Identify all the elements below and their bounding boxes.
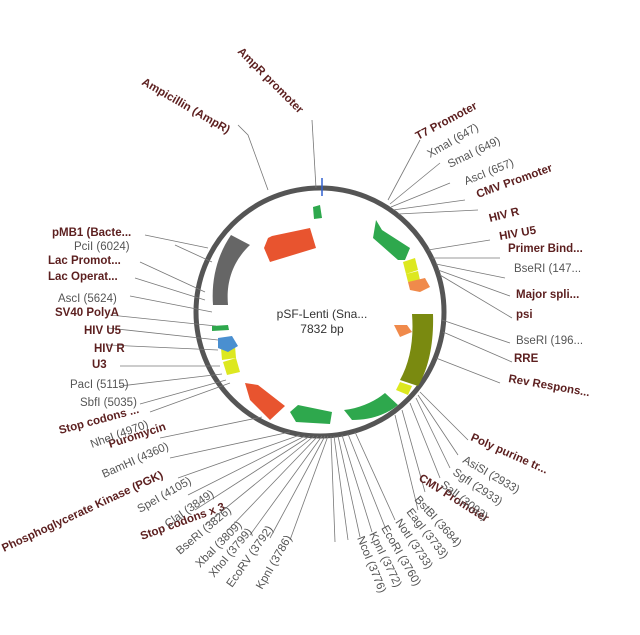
label-ampr: Ampicillin (AmpR): [140, 76, 232, 136]
feature-hiv-r-1: [403, 258, 418, 274]
label-pmb1: pMB1 (Bacte...: [52, 227, 131, 239]
feature-ampr-promoter: [313, 205, 322, 219]
label-site-sbfi: SbfI (5035): [80, 397, 137, 409]
label-site-bseri-196: BseRI (196...: [516, 335, 583, 347]
plasmid-name: pSF-Lenti (Sna...: [277, 307, 368, 321]
label-hiv-r-1: HIV R: [488, 206, 521, 225]
feature-ampr: [264, 228, 316, 262]
label-hiv-u5-2: HIV U5: [84, 325, 122, 337]
feature-sv40-polya: [212, 325, 229, 331]
label-hiv-r-2: HIV R: [94, 343, 125, 355]
feature-cmv-promoter-2: [344, 393, 398, 420]
label-psi: psi: [516, 309, 533, 321]
label-u3: U3: [92, 359, 107, 371]
feature-hiv-u5-1: [406, 271, 420, 282]
plasmid-backbone: [193, 185, 447, 439]
label-site-bseri-147: BseRI (147...: [514, 263, 581, 275]
feature-psi: [394, 325, 412, 337]
feature-pmb1: [212, 235, 250, 305]
label-lac-promoter: Lac Promot...: [48, 255, 121, 267]
label-major-splice: Major spli...: [516, 289, 579, 301]
label-sv40-polya: SV40 PolyA: [55, 307, 119, 319]
feature-u3: [223, 358, 240, 375]
label-ampr-promoter: AmpR promoter: [235, 46, 306, 117]
label-primer-bind: Primer Bind...: [508, 243, 583, 255]
feature-puromycin: [245, 383, 285, 420]
label-rre: RRE: [514, 353, 539, 365]
leader-lines: [107, 119, 513, 543]
feature-cmv-promoter-1: [373, 220, 410, 260]
label-site-pcii: PciI (6024): [74, 241, 130, 253]
label-site-paci: PacI (5115): [70, 379, 129, 391]
feature-rre: [400, 314, 434, 386]
feature-major-splice: [408, 278, 430, 292]
label-hiv-u5-1: HIV U5: [498, 225, 537, 243]
feature-hiv-u5-2: [218, 336, 238, 352]
feature-stop-codons-x3: [290, 405, 332, 424]
label-site-asci-5624: AscI (5624): [58, 293, 117, 305]
label-lac-operator: Lac Operat...: [48, 271, 118, 283]
feature-poly-purine: [396, 382, 412, 395]
plasmid-size: 7832 bp: [300, 322, 344, 336]
feature-arrows: [212, 178, 434, 424]
label-rev-response: Rev Respons...: [507, 373, 590, 399]
